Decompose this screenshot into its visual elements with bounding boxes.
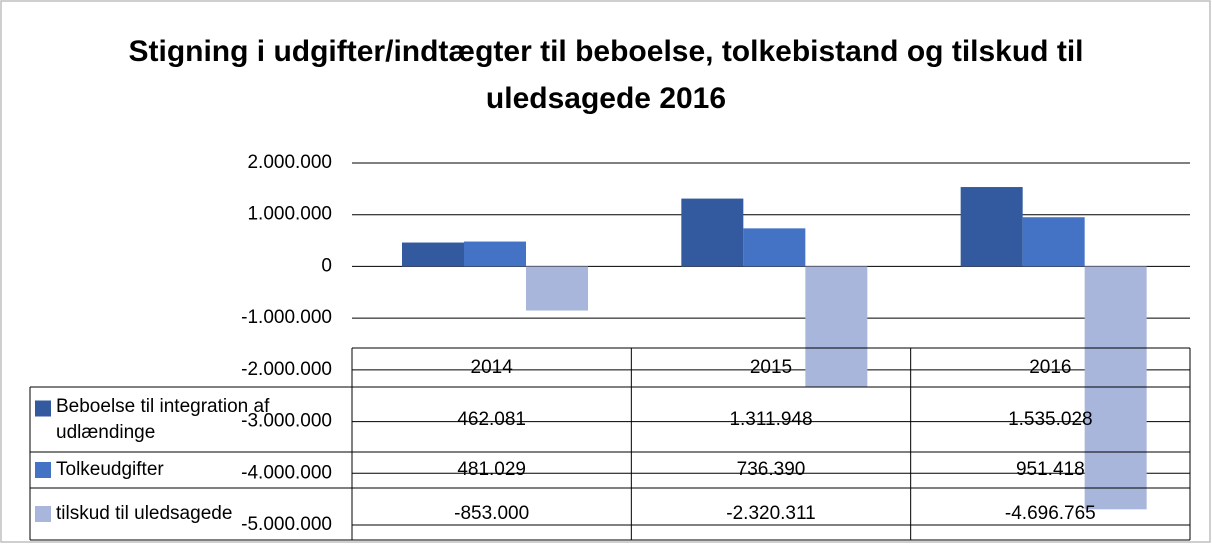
data-label: -4.696.765 — [1005, 503, 1096, 524]
bars — [402, 187, 1147, 510]
data-label: 481.029 — [457, 459, 526, 480]
y-tick-label: 1.000.000 — [247, 204, 332, 225]
legend-key — [35, 400, 51, 417]
y-tick-label: -5.000.000 — [241, 514, 332, 535]
bar — [1084, 266, 1147, 510]
y-tick-label: -4.000.000 — [241, 462, 332, 483]
data-label: 736.390 — [737, 459, 806, 480]
legend-label: Beboelse til integration af udlændinge — [56, 396, 270, 443]
x-tick-label: 2014 — [471, 357, 514, 378]
bar — [402, 242, 464, 267]
y-tick-label: 2.000.000 — [247, 152, 332, 173]
bar — [743, 228, 806, 267]
y-tick-label: -1.000.000 — [241, 307, 332, 328]
y-tick-label: -3.000.000 — [241, 411, 332, 432]
data-label: 1.535.028 — [1008, 409, 1093, 430]
data-label: 462.081 — [457, 409, 526, 430]
legend-key — [35, 462, 51, 478]
bar — [1022, 217, 1085, 267]
chart-title: Stigning i udgifter/indtægter til beboel… — [128, 35, 1084, 115]
data-label: 951.418 — [1016, 459, 1085, 480]
data-label: 1.311.948 — [729, 409, 812, 430]
y-tick-label: 0 — [321, 255, 332, 276]
y-tick-label: -2.000.000 — [241, 359, 332, 380]
bar — [805, 266, 868, 387]
legend-key — [35, 506, 51, 522]
data-label: -2.320.311 — [726, 503, 815, 524]
legend-label: tilskud til uledsagede — [56, 503, 233, 524]
x-tick-label: 2015 — [750, 357, 792, 378]
data-table: 2014 2015 2016 462.081 1.311.948 1.535.028 481… — [29, 347, 1191, 541]
grid — [352, 162, 1190, 526]
bar — [960, 187, 1023, 267]
legend-label: Tolkeudgifter — [56, 459, 164, 480]
data-label: -853.000 — [454, 503, 529, 524]
x-tick-label: 2016 — [1029, 357, 1071, 378]
bar — [526, 266, 588, 311]
y-axis: 2.000.000 1.000.000 0 -1.000.000 -2.000.000 -… — [241, 152, 332, 535]
bar — [464, 241, 526, 267]
bar — [681, 198, 744, 267]
